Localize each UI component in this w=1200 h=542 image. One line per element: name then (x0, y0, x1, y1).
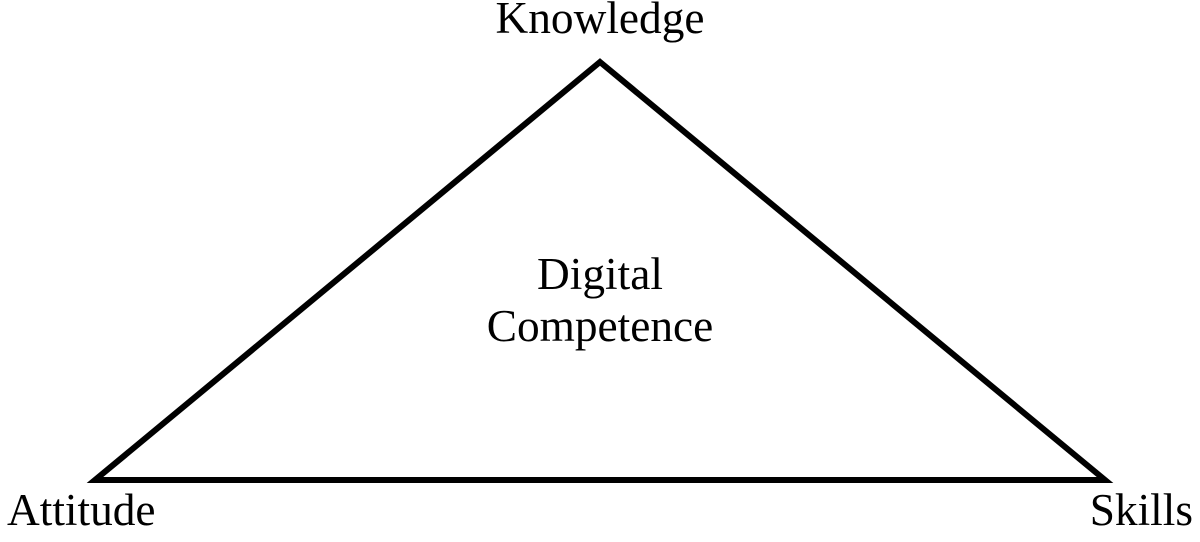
center-label-line1: Digital (487, 248, 714, 300)
vertex-label-top: Knowledge (496, 0, 705, 44)
center-label: Digital Competence (487, 248, 714, 352)
diagram-stage: Knowledge Attitude Skills Digital Compet… (0, 0, 1200, 542)
vertex-label-right: Skills (1090, 484, 1193, 536)
center-label-line2: Competence (487, 300, 714, 352)
vertex-label-left: Attitude (7, 484, 156, 536)
